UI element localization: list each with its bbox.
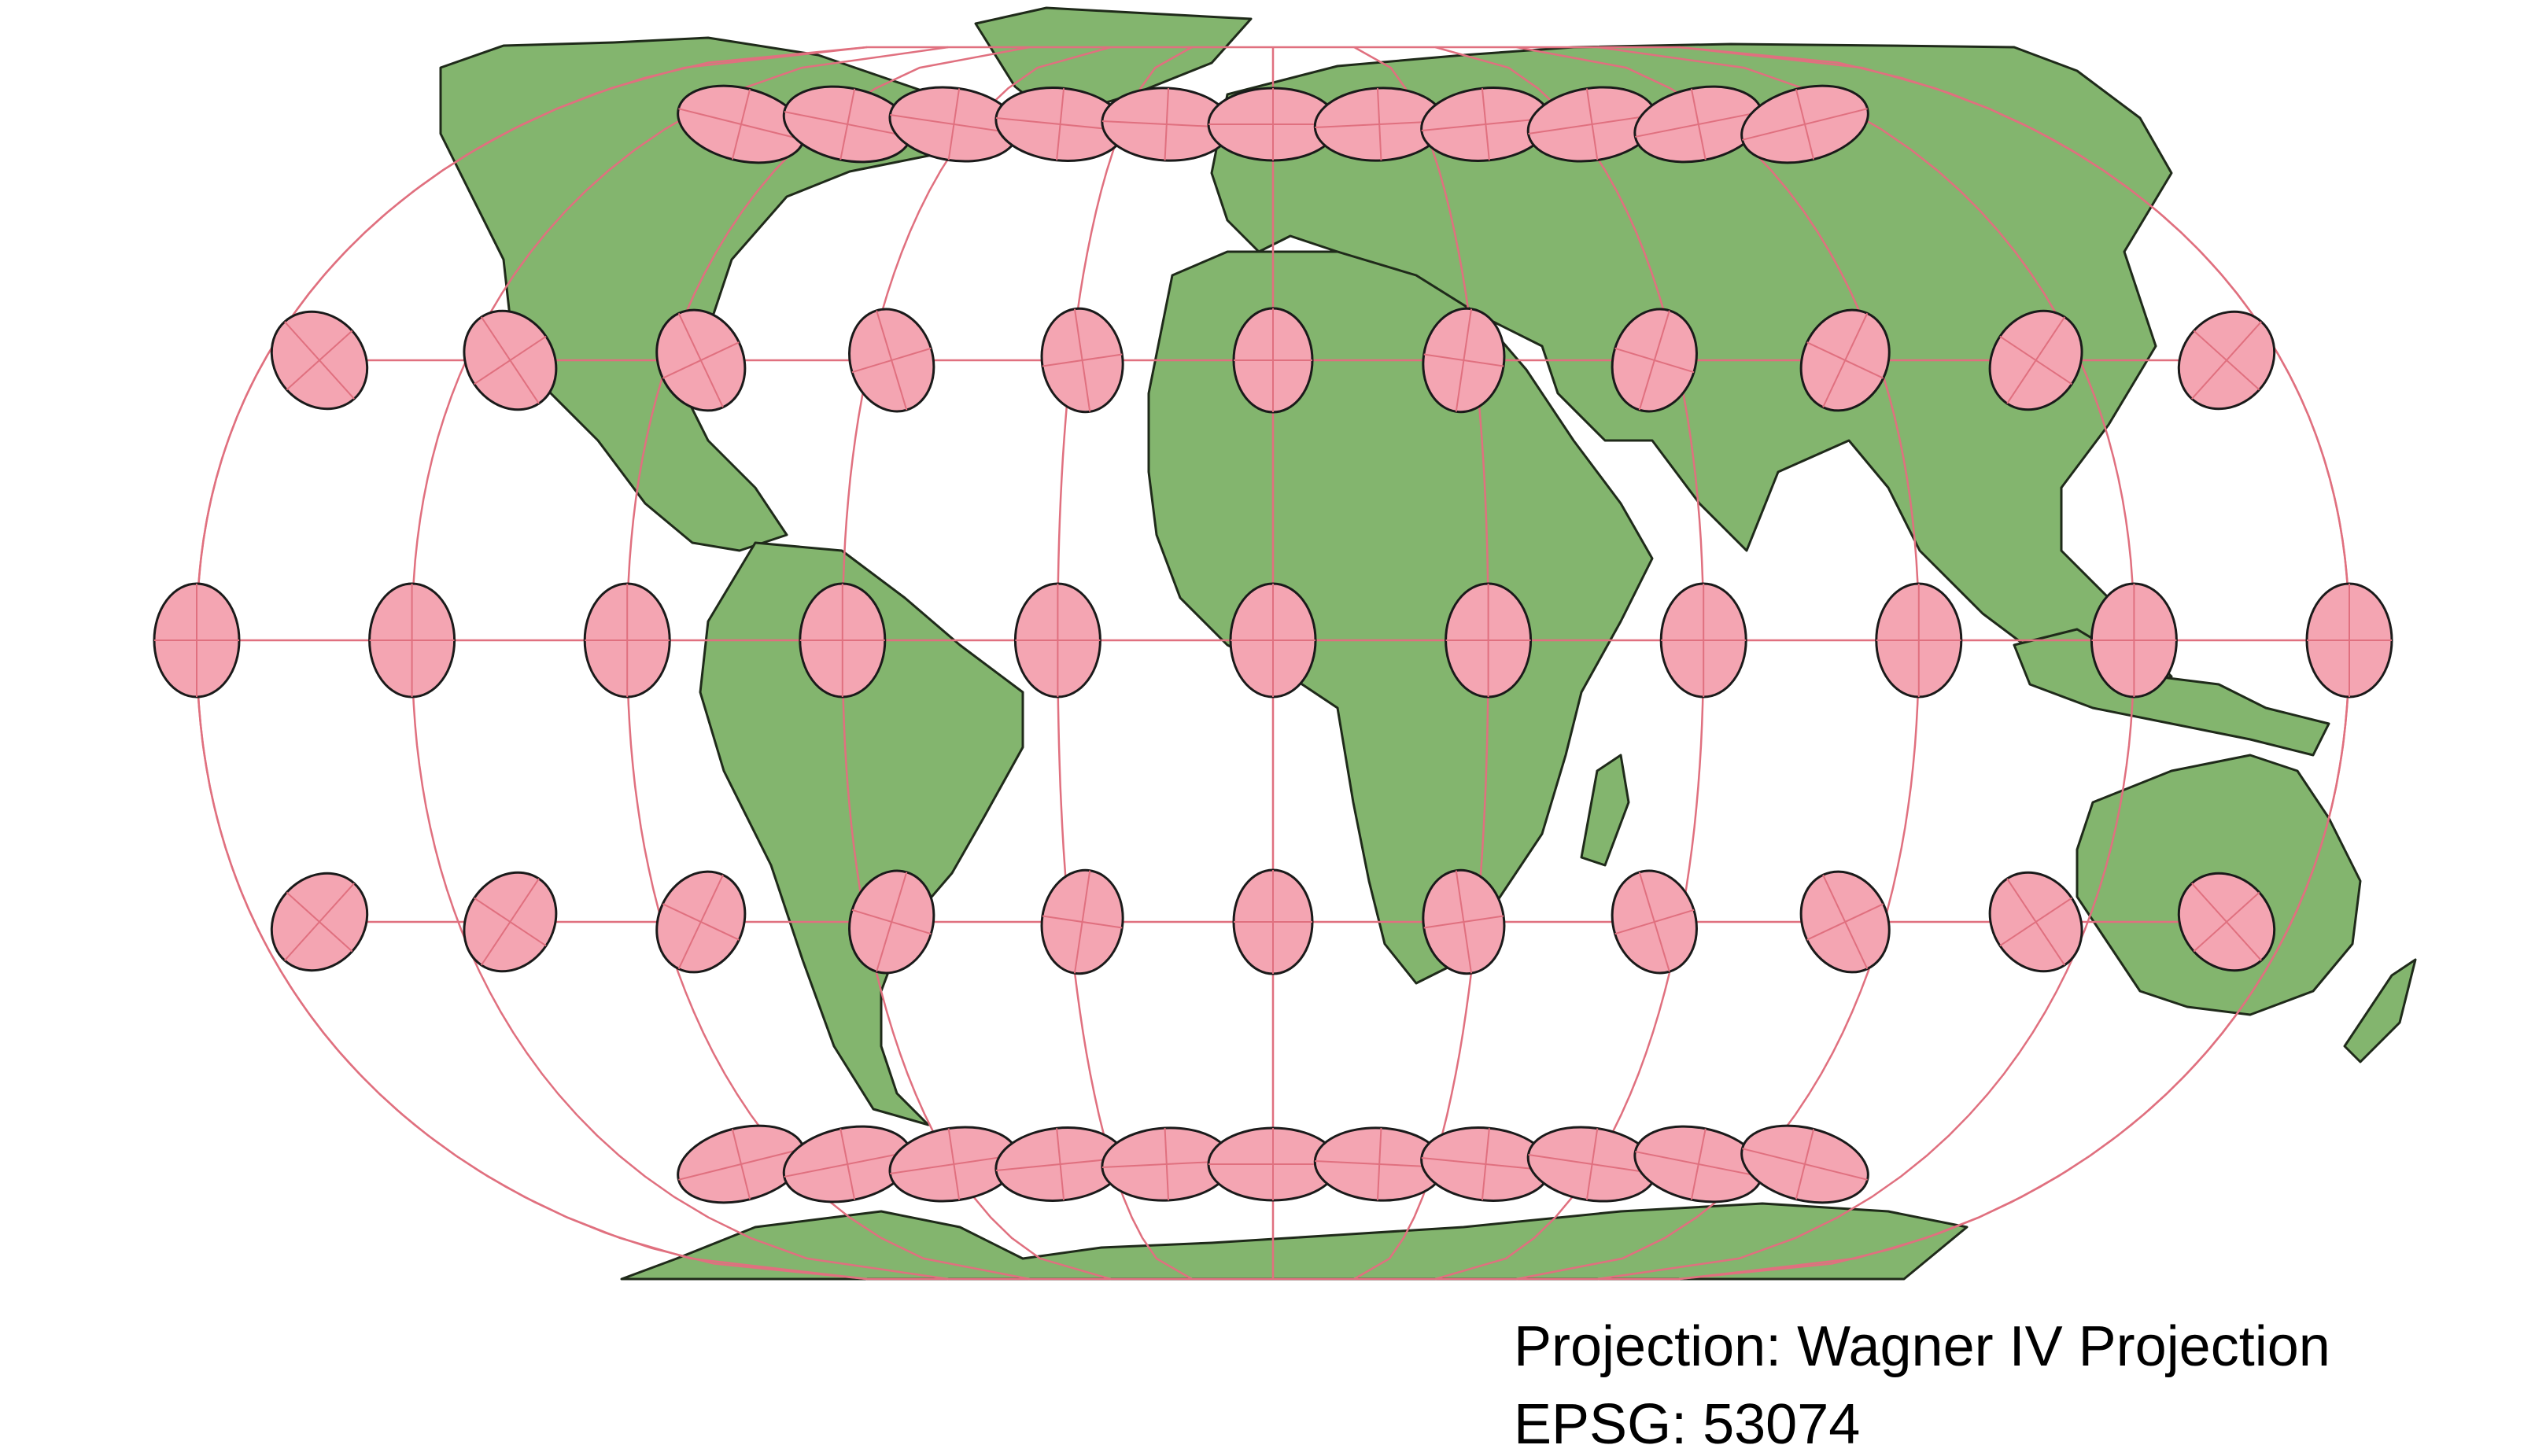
tissot-indicatrix bbox=[1740, 1124, 1869, 1204]
tissot-indicatrix bbox=[463, 871, 558, 973]
tissot-indicatrix bbox=[1422, 868, 1506, 975]
tissot-indicatrix bbox=[2177, 310, 2276, 411]
tissot-indicatrix bbox=[1040, 868, 1124, 975]
tissot-meridian-axis bbox=[2006, 316, 2065, 404]
tissot-meridian-axis bbox=[1376, 1128, 1382, 1200]
tissot-indicatrix bbox=[655, 308, 747, 412]
tissot-indicatrix bbox=[2090, 582, 2178, 699]
tissot-meridian-axis bbox=[1455, 308, 1473, 412]
tissot-indicatrix bbox=[1799, 308, 1891, 412]
tissot-indicatrix bbox=[888, 1126, 1020, 1203]
tissot-indicatrix bbox=[1422, 307, 1506, 414]
tissot-meridian-axis bbox=[2191, 883, 2262, 961]
land-madagascar bbox=[1580, 754, 1630, 867]
tissot-indicatrix bbox=[1875, 582, 1963, 699]
tissot-indicatrix bbox=[1445, 582, 1533, 699]
tissot-meridian-axis bbox=[481, 316, 540, 404]
tissot-meridian-axis bbox=[2191, 321, 2262, 400]
tissot-indicatrix bbox=[888, 86, 1020, 163]
tissot-indicatrix bbox=[782, 1125, 913, 1204]
tissot-meridian-axis bbox=[1690, 88, 1707, 160]
tissot-meridian-axis bbox=[1822, 312, 1869, 408]
tissot-indicatrix bbox=[1611, 308, 1698, 413]
tissot-indicatrix bbox=[848, 869, 935, 975]
tissot-indicatrix bbox=[2177, 872, 2276, 972]
tissot-meridian-axis bbox=[839, 1128, 856, 1200]
tissot-indicatrix bbox=[1740, 84, 1869, 164]
tissot-indicatrix bbox=[655, 870, 747, 974]
tissot-meridian-axis bbox=[1164, 1128, 1170, 1200]
tissot-indicatrix bbox=[799, 582, 887, 699]
tissot-meridian-axis bbox=[1481, 88, 1490, 160]
tissot-meridian-axis bbox=[1638, 310, 1670, 411]
tissot-indicatrix bbox=[583, 582, 671, 699]
tissot-meridian-axis bbox=[839, 88, 856, 160]
tissot-indicatrix bbox=[1232, 307, 1314, 414]
tissot-meridian-axis bbox=[947, 1128, 961, 1200]
tissot-indicatrix bbox=[1988, 871, 2083, 973]
tissot-indicatrix bbox=[2305, 582, 2393, 699]
tissot-meridian-axis bbox=[677, 312, 724, 408]
tissot-meridian-axis bbox=[1481, 1128, 1490, 1200]
tissot-meridian-axis bbox=[1638, 872, 1670, 972]
tissot-meridian-axis bbox=[677, 874, 724, 970]
land-new-zealand bbox=[2343, 958, 2417, 1063]
tissot-meridian-axis bbox=[1822, 874, 1869, 970]
tissot-indicatrix bbox=[848, 308, 935, 413]
tissot-indicatrix bbox=[1799, 870, 1891, 974]
tissot-meridian-axis bbox=[731, 89, 751, 160]
tissot-indicatrix bbox=[1659, 582, 1747, 699]
tissot-meridian-axis bbox=[1056, 1128, 1065, 1200]
tissot-meridian-axis bbox=[284, 321, 355, 400]
tissot-meridian-axis bbox=[1690, 1128, 1707, 1200]
tissot-meridian-axis bbox=[1164, 88, 1170, 160]
tissot-meridian-axis bbox=[876, 872, 908, 972]
tissot-meridian-axis bbox=[1073, 308, 1091, 412]
tissot-meridian-axis bbox=[284, 883, 355, 961]
tissot-meridian-axis bbox=[1073, 870, 1091, 974]
tissot-meridian-axis bbox=[731, 1129, 751, 1200]
land-south-america bbox=[699, 541, 1024, 1126]
tissot-indicatrix bbox=[270, 872, 369, 972]
tissot-meridian-axis bbox=[481, 878, 540, 966]
tissot-indicatrix bbox=[1988, 309, 2083, 411]
tissot-indicatrix bbox=[1232, 868, 1314, 975]
tissot-indicatrix bbox=[1101, 1126, 1233, 1202]
tissot-meridian-axis bbox=[1795, 89, 1815, 160]
tissot-indicatrix bbox=[463, 309, 558, 411]
tissot-indicatrix bbox=[1013, 582, 1101, 699]
tissot-meridian-axis bbox=[1376, 88, 1382, 160]
tissot-indicatrix bbox=[1420, 87, 1552, 162]
tissot-indicatrix bbox=[270, 310, 369, 411]
tissot-indicatrix bbox=[1229, 582, 1317, 699]
tissot-indicatrix bbox=[1040, 307, 1124, 414]
tissot-meridian-axis bbox=[2006, 878, 2065, 966]
tissot-meridian-axis bbox=[1585, 1128, 1599, 1200]
tissot-indicatrix bbox=[1633, 85, 1764, 164]
tissot-meridian-axis bbox=[1585, 88, 1599, 160]
tissot-meridian-axis bbox=[1056, 88, 1065, 160]
tissot-indicatrix bbox=[153, 582, 241, 699]
tissot-meridian-axis bbox=[1795, 1129, 1815, 1200]
projection-caption: Projection: Wagner IV Projection bbox=[1514, 1315, 2330, 1378]
tissot-meridian-axis bbox=[876, 310, 908, 411]
tissot-indicatrix bbox=[782, 85, 913, 164]
tissot-meridian-axis bbox=[947, 88, 961, 160]
tissot-indicatrix bbox=[1633, 1125, 1764, 1204]
land-antarctica bbox=[620, 1202, 1969, 1281]
tissot-meridian-axis bbox=[1455, 870, 1473, 974]
tissot-indicatrix bbox=[1611, 869, 1698, 975]
tissot-indicatrix bbox=[368, 582, 456, 699]
epsg-caption: EPSG: 53074 bbox=[1514, 1393, 1861, 1456]
tissot-indicatrix-layer bbox=[153, 84, 2393, 1204]
